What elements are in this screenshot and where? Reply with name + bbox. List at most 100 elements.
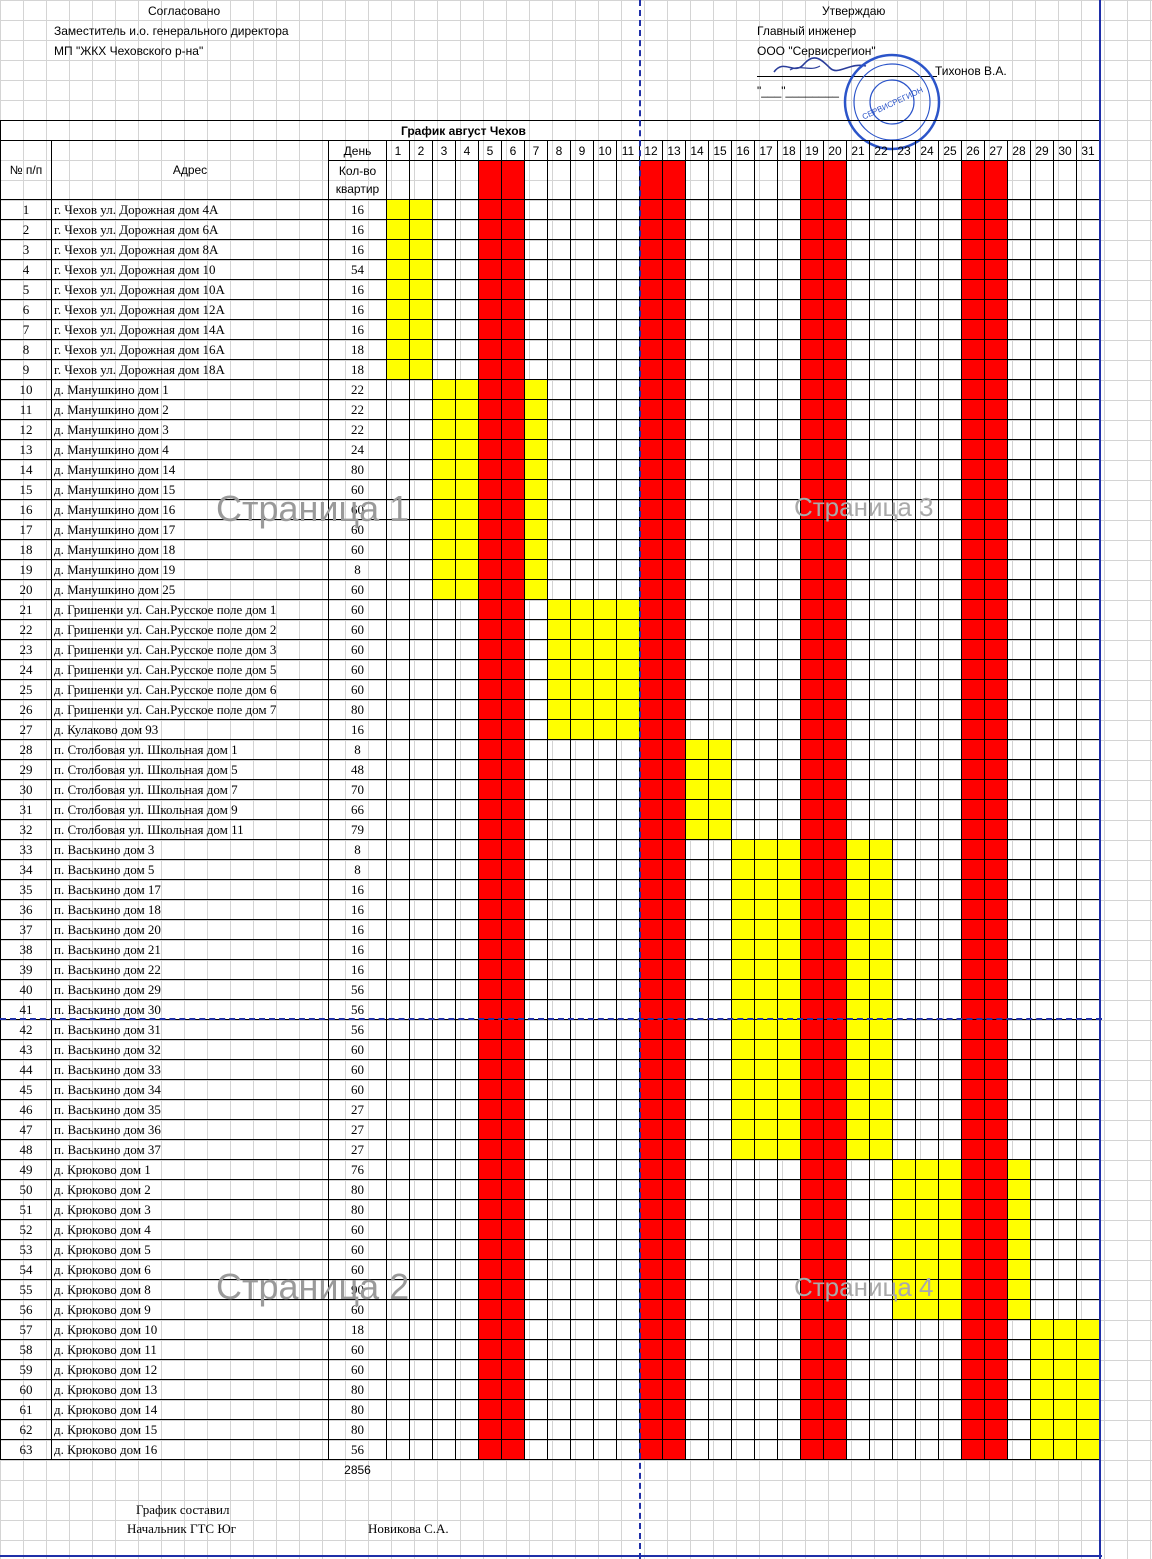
day-cell[interactable]	[409, 1319, 433, 1340]
header-day-5[interactable]: 5	[478, 140, 502, 161]
row-number[interactable]: 56	[0, 1299, 52, 1320]
scheduled-cell[interactable]	[731, 999, 755, 1020]
day-cell[interactable]	[869, 1239, 893, 1260]
day-cell[interactable]	[570, 1039, 594, 1060]
weekend-cell[interactable]	[984, 219, 1008, 240]
day-cell[interactable]	[1076, 259, 1100, 280]
scheduled-cell[interactable]	[754, 899, 778, 920]
row-apartment-count[interactable]: 54	[328, 259, 387, 280]
day-cell[interactable]	[846, 299, 870, 320]
row-apartment-count[interactable]: 16	[328, 959, 387, 980]
day-cell[interactable]	[1076, 1279, 1100, 1300]
weekend-cell[interactable]	[501, 1319, 525, 1340]
day-cell[interactable]	[938, 739, 962, 760]
scheduled-cell[interactable]	[869, 939, 893, 960]
weekend-cell[interactable]	[639, 839, 663, 860]
day-cell[interactable]	[708, 999, 732, 1020]
day-cell[interactable]	[593, 799, 617, 820]
day-cell[interactable]	[685, 339, 709, 360]
scheduled-cell[interactable]	[455, 519, 479, 540]
day-cell[interactable]	[1030, 1299, 1054, 1320]
day-cell[interactable]	[915, 879, 939, 900]
row-apartment-count[interactable]: 16	[328, 939, 387, 960]
header-day-blank[interactable]	[1076, 160, 1100, 200]
day-cell[interactable]	[708, 1319, 732, 1340]
day-cell[interactable]	[1053, 1199, 1077, 1220]
day-cell[interactable]	[777, 1319, 801, 1340]
scheduled-cell[interactable]	[386, 219, 410, 240]
day-cell[interactable]	[409, 819, 433, 840]
day-cell[interactable]	[593, 1259, 617, 1280]
day-cell[interactable]	[915, 199, 939, 220]
day-cell[interactable]	[1076, 339, 1100, 360]
day-cell[interactable]	[455, 759, 479, 780]
scheduled-cell[interactable]	[1007, 1299, 1031, 1320]
weekend-cell[interactable]	[501, 1259, 525, 1280]
day-cell[interactable]	[524, 299, 548, 320]
day-cell[interactable]	[708, 859, 732, 880]
weekend-cell[interactable]	[800, 1239, 824, 1260]
day-cell[interactable]	[731, 419, 755, 440]
weekend-cell[interactable]	[639, 919, 663, 940]
day-cell[interactable]	[409, 1179, 433, 1200]
day-cell[interactable]	[846, 759, 870, 780]
day-cell[interactable]	[938, 919, 962, 940]
day-cell[interactable]	[593, 859, 617, 880]
weekend-cell[interactable]	[478, 479, 502, 500]
day-cell[interactable]	[570, 1059, 594, 1080]
weekend-cell[interactable]	[639, 719, 663, 740]
day-cell[interactable]	[685, 399, 709, 420]
weekend-cell[interactable]	[662, 1199, 686, 1220]
row-number[interactable]: 22	[0, 619, 52, 640]
row-number[interactable]: 24	[0, 659, 52, 680]
day-cell[interactable]	[524, 859, 548, 880]
scheduled-cell[interactable]	[1007, 1219, 1031, 1240]
header-day-blank[interactable]	[800, 160, 824, 200]
day-cell[interactable]	[731, 699, 755, 720]
day-cell[interactable]	[685, 579, 709, 600]
scheduled-cell[interactable]	[409, 339, 433, 360]
day-cell[interactable]	[685, 979, 709, 1000]
day-cell[interactable]	[1007, 679, 1031, 700]
scheduled-cell[interactable]	[1076, 1379, 1100, 1400]
row-address[interactable]: д. Кулаково дом 93	[51, 719, 329, 740]
weekend-cell[interactable]	[800, 579, 824, 600]
row-number[interactable]: 59	[0, 1359, 52, 1380]
day-cell[interactable]	[409, 679, 433, 700]
day-cell[interactable]	[915, 379, 939, 400]
day-cell[interactable]	[1076, 759, 1100, 780]
day-cell[interactable]	[1030, 679, 1054, 700]
day-cell[interactable]	[915, 1439, 939, 1460]
day-cell[interactable]	[869, 459, 893, 480]
day-cell[interactable]	[1053, 1039, 1077, 1060]
day-cell[interactable]	[547, 1339, 571, 1360]
row-number[interactable]: 41	[0, 999, 52, 1020]
day-cell[interactable]	[892, 879, 916, 900]
day-cell[interactable]	[708, 879, 732, 900]
day-cell[interactable]	[708, 1259, 732, 1280]
weekend-cell[interactable]	[823, 359, 847, 380]
day-cell[interactable]	[616, 199, 640, 220]
row-number[interactable]: 14	[0, 459, 52, 480]
day-cell[interactable]	[455, 939, 479, 960]
row-address[interactable]: п. Васькино дом 34	[51, 1079, 329, 1100]
day-cell[interactable]	[547, 1199, 571, 1220]
day-cell[interactable]	[386, 1399, 410, 1420]
day-cell[interactable]	[1007, 1319, 1031, 1340]
weekend-cell[interactable]	[639, 1199, 663, 1220]
day-cell[interactable]	[938, 1059, 962, 1080]
day-cell[interactable]	[570, 279, 594, 300]
row-address[interactable]: п. Васькино дом 30	[51, 999, 329, 1020]
day-cell[interactable]	[547, 299, 571, 320]
weekend-cell[interactable]	[662, 359, 686, 380]
day-cell[interactable]	[432, 679, 456, 700]
weekend-cell[interactable]	[478, 819, 502, 840]
day-cell[interactable]	[1030, 899, 1054, 920]
weekend-cell[interactable]	[984, 399, 1008, 420]
day-cell[interactable]	[1030, 299, 1054, 320]
row-address[interactable]: п. Васькино дом 21	[51, 939, 329, 960]
scheduled-cell[interactable]	[593, 679, 617, 700]
day-cell[interactable]	[708, 419, 732, 440]
row-apartment-count[interactable]: 60	[328, 1219, 387, 1240]
day-cell[interactable]	[1053, 459, 1077, 480]
